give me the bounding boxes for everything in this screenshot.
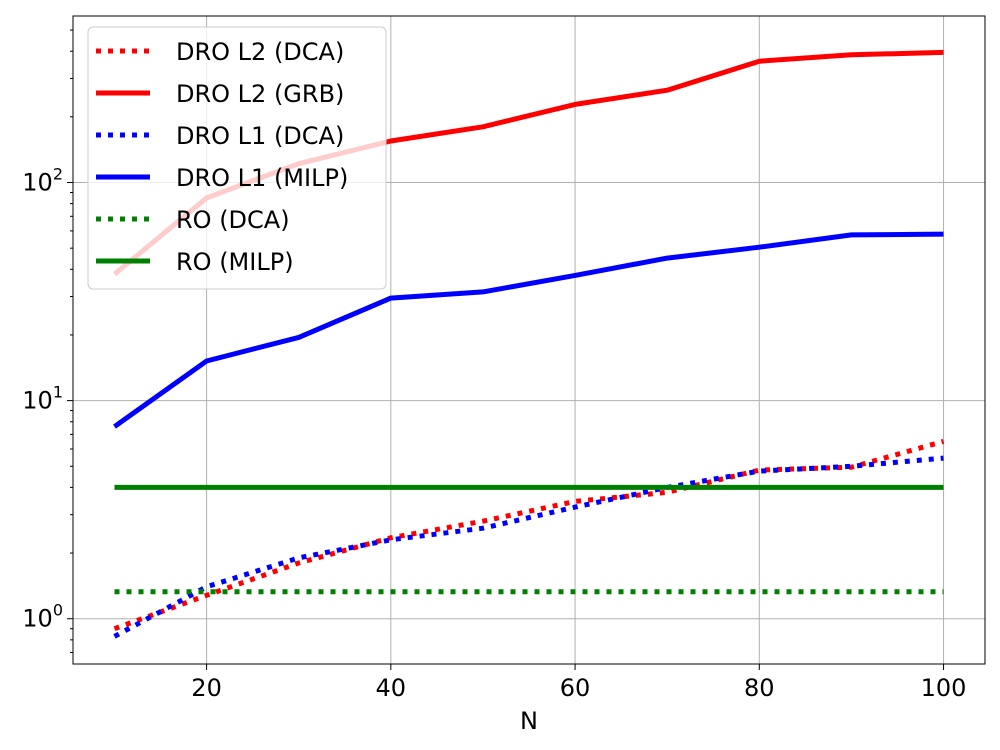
x-tick-label: 60 bbox=[560, 674, 591, 702]
y-tick-base: 10 bbox=[22, 605, 53, 633]
legend: DRO L2 (DCA) DRO L2 (GRB) DRO L1 (DCA) DRO … bbox=[87, 26, 387, 290]
legend-box bbox=[87, 26, 387, 290]
x-tick-label: 40 bbox=[376, 674, 407, 702]
plot-frame bbox=[72, 15, 986, 665]
x-axis: 20 40 60 80 100 bbox=[191, 664, 966, 702]
legend-label: DRO L2 (GRB) bbox=[176, 80, 344, 108]
x-tick-label: 20 bbox=[191, 674, 222, 702]
x-tick-label: 80 bbox=[744, 674, 775, 702]
x-tick-label: 100 bbox=[921, 674, 967, 702]
legend-label: DRO L1 (MILP) bbox=[176, 164, 348, 192]
series-line-dro-l1-milp bbox=[113, 231, 944, 429]
series-line-dro-l2-dca bbox=[113, 438, 945, 632]
y-tick-exponent: 1 bbox=[53, 383, 63, 402]
y-tick-exponent: 0 bbox=[53, 601, 63, 620]
legend-label: DRO L1 (DCA) bbox=[176, 122, 344, 150]
legend-label: DRO L2 (DCA) bbox=[176, 38, 344, 66]
x-axis-label: N bbox=[520, 707, 538, 735]
y-tick-label: 101 bbox=[22, 383, 63, 415]
series-line-dro-l1-dca bbox=[113, 455, 944, 639]
y-tick-base: 10 bbox=[22, 387, 53, 415]
y-tick-exponent: 2 bbox=[53, 165, 63, 184]
y-tick-label: 102 bbox=[22, 165, 63, 197]
legend-label: RO (MILP) bbox=[176, 248, 294, 276]
y-tick-base: 10 bbox=[22, 169, 53, 197]
y-tick-label: 100 bbox=[22, 601, 63, 633]
legend-label: RO (DCA) bbox=[176, 206, 290, 234]
